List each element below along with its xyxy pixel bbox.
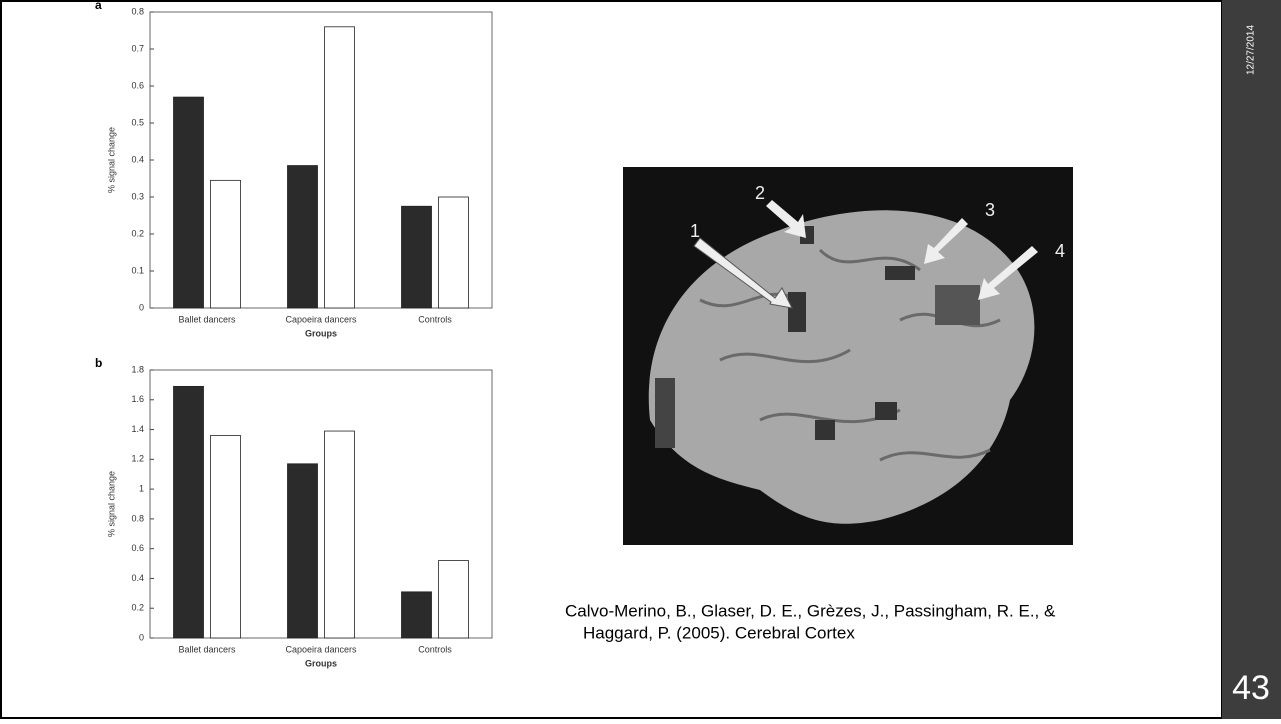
y-tick-label: 1.8 [131, 364, 144, 374]
bar [211, 180, 241, 308]
y-tick-label: 0.3 [131, 191, 144, 201]
x-tick-label: Controls [418, 644, 452, 654]
y-tick-label: 0 [139, 302, 144, 312]
x-tick-label: Ballet dancers [178, 644, 236, 654]
activation [875, 402, 897, 420]
x-tick-label: Controls [418, 314, 452, 324]
y-tick-label: 1.4 [131, 424, 144, 434]
activation [815, 420, 835, 440]
y-tick-label: 0.1 [131, 265, 144, 275]
activation [935, 285, 980, 325]
bar [211, 436, 241, 638]
citation-line: Calvo-Merino, B., Glaser, D. E., Grèzes,… [565, 601, 1056, 620]
x-tick-label: Capoeira dancers [285, 314, 357, 324]
y-tick-label: 1.6 [131, 394, 144, 404]
bar [174, 97, 204, 308]
y-tick-label: 1.2 [131, 454, 144, 464]
slide-date: 12/27/2014 [1246, 25, 1257, 75]
x-axis-label: Groups [305, 328, 337, 338]
y-tick-label: 0.4 [131, 573, 144, 583]
bar [439, 561, 469, 638]
y-tick-label: 0.8 [131, 6, 144, 16]
bar [402, 592, 432, 638]
y-tick-label: 1 [139, 483, 144, 493]
x-axis-label: Groups [305, 658, 337, 668]
activation [655, 378, 675, 448]
y-tick-label: 0.8 [131, 513, 144, 523]
y-tick-label: 0.7 [131, 43, 144, 53]
citation-line: Haggard, P. (2005). Cerebral Cortex [583, 623, 855, 642]
y-tick-label: 0.2 [131, 603, 144, 613]
activation [788, 292, 806, 332]
y-axis-label: % signal change [106, 471, 116, 537]
activation [885, 266, 915, 280]
bar [288, 166, 318, 308]
y-tick-label: 0.4 [131, 154, 144, 164]
brain-figure: 1 2 3 4 [623, 167, 1073, 545]
bar [439, 197, 469, 308]
y-tick-label: 0 [139, 632, 144, 642]
x-tick-label: Ballet dancers [178, 314, 236, 324]
figure-label: 4 [1055, 241, 1065, 261]
y-tick-label: 0.2 [131, 228, 144, 238]
y-tick-label: 0.5 [131, 117, 144, 127]
page: 12/27/2014 43 Calvo-Merino, B., Glaser, … [0, 0, 1281, 719]
y-tick-label: 0.6 [131, 80, 144, 90]
bar [174, 386, 204, 638]
panel-label: a [95, 0, 102, 12]
slide-number: 43 [1232, 669, 1270, 707]
bar [402, 206, 432, 308]
figure-label: 2 [755, 183, 765, 203]
x-tick-label: Capoeira dancers [285, 644, 357, 654]
side-bar [1222, 0, 1281, 719]
slide: 12/27/2014 43 Calvo-Merino, B., Glaser, … [0, 0, 1281, 719]
figure-label: 3 [985, 200, 995, 220]
panel-label: b [95, 356, 102, 370]
y-axis-label: % signal change [106, 127, 116, 193]
bar [325, 27, 355, 308]
figure-label: 1 [690, 221, 700, 241]
bar [325, 431, 355, 638]
y-tick-label: 0.6 [131, 543, 144, 553]
bar [288, 464, 318, 638]
